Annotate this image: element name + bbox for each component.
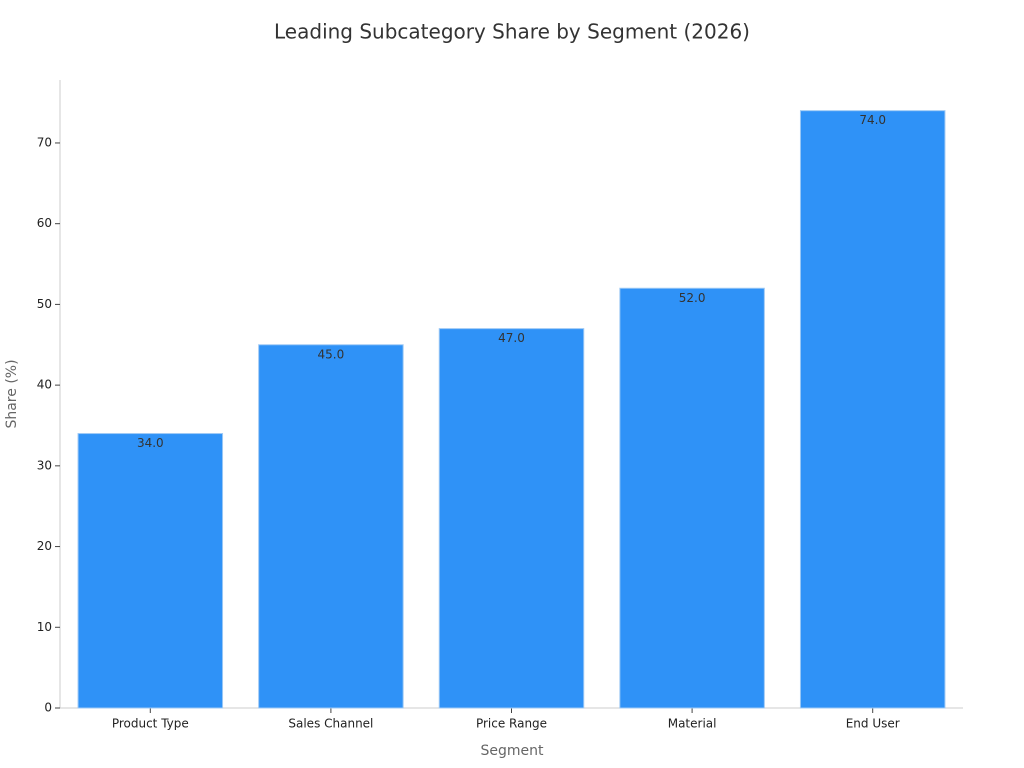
value-label: 74.0 (859, 113, 886, 127)
x-axis-label: Segment (481, 743, 545, 759)
chart-title: Leading Subcategory Share by Segment (20… (274, 20, 750, 44)
y-tick-label: 40 (37, 378, 52, 392)
value-label: 34.0 (137, 436, 164, 450)
y-tick-label: 60 (37, 216, 52, 230)
y-tick-label: 20 (37, 539, 52, 553)
y-tick-label: 70 (37, 135, 52, 149)
value-label: 52.0 (679, 291, 706, 305)
y-tick-label: 30 (37, 458, 52, 472)
bar (799, 110, 946, 709)
x-tick-label: End User (846, 717, 900, 731)
bar (77, 433, 224, 709)
x-tick-label: Sales Channel (288, 717, 373, 731)
bar (619, 287, 765, 709)
y-tick-label: 0 (44, 701, 52, 715)
y-axis-label: Share (%) (4, 359, 20, 428)
y-tick-label: 10 (37, 620, 52, 634)
y-tick-label: 50 (37, 297, 52, 311)
bar (258, 344, 404, 709)
bar (438, 328, 585, 709)
value-label: 45.0 (318, 347, 345, 361)
x-tick-label: Material (668, 717, 717, 731)
value-label: 47.0 (498, 331, 525, 345)
x-tick-label: Product Type (112, 717, 189, 731)
x-tick-label: Price Range (476, 717, 547, 731)
